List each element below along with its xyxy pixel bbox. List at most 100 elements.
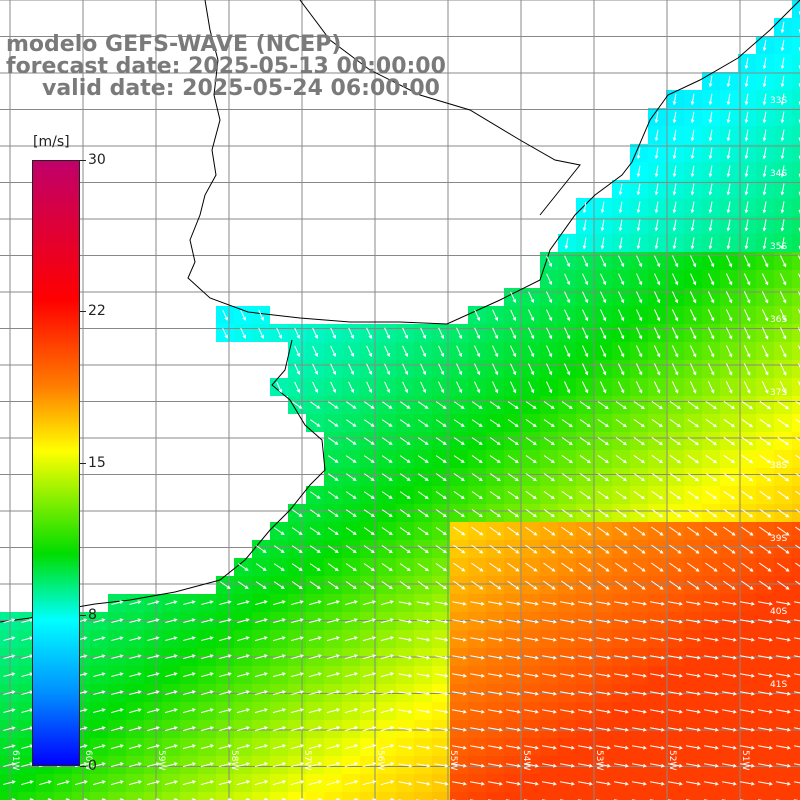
wind-arrow bbox=[111, 690, 124, 695]
wind-arrow bbox=[416, 763, 431, 768]
wind-arrow bbox=[708, 237, 713, 250]
wind-arrow bbox=[344, 762, 359, 768]
wind-arrow bbox=[330, 363, 337, 376]
wind-arrow bbox=[669, 508, 682, 518]
wind-arrow bbox=[528, 327, 535, 340]
wind-cell bbox=[162, 792, 180, 800]
wind-arrow bbox=[326, 762, 341, 768]
wind-arrow bbox=[761, 273, 769, 286]
wind-arrow bbox=[164, 708, 178, 714]
wind-arrow bbox=[327, 491, 339, 500]
wind-arrow bbox=[416, 637, 431, 642]
wind-arrow bbox=[776, 709, 791, 714]
wind-arrow bbox=[420, 327, 427, 340]
wind-arrow bbox=[3, 762, 16, 767]
wind-arrow bbox=[669, 526, 682, 536]
wind-arrow bbox=[434, 745, 449, 750]
wind-arrow bbox=[489, 509, 501, 518]
wind-arrow bbox=[470, 745, 485, 750]
wind-arrow bbox=[93, 618, 106, 623]
wind-arrow bbox=[600, 273, 607, 286]
wind-arrow bbox=[671, 345, 679, 358]
wind-arrow bbox=[254, 654, 268, 660]
wind-arrow bbox=[690, 201, 695, 214]
wind-arrow bbox=[327, 527, 339, 535]
wind-arrow bbox=[326, 672, 341, 678]
wind-arrow bbox=[669, 562, 682, 572]
wind-arrow bbox=[794, 673, 800, 676]
wind-arrow bbox=[312, 345, 318, 357]
wind-arrow bbox=[21, 780, 34, 786]
wind-cell bbox=[720, 792, 738, 800]
wind-arrow bbox=[470, 709, 485, 714]
wind-arrow bbox=[201, 600, 214, 605]
wind-arrow bbox=[654, 273, 661, 286]
wind-cell bbox=[792, 54, 800, 72]
wind-arrow bbox=[507, 562, 520, 572]
wind-arrow bbox=[489, 437, 501, 446]
wind-arrow bbox=[597, 580, 610, 590]
wind-arrow bbox=[723, 508, 736, 518]
wind-arrow bbox=[474, 309, 481, 322]
wind-arrow bbox=[272, 618, 286, 624]
wind-arrow bbox=[740, 745, 755, 750]
wind-arrow bbox=[596, 763, 611, 768]
wind-arrow bbox=[291, 545, 303, 553]
wind-arrow bbox=[600, 255, 607, 268]
wind-arrow bbox=[363, 473, 375, 481]
wind-arrow bbox=[668, 637, 683, 642]
wind-arrow bbox=[326, 708, 341, 714]
wind-arrow bbox=[654, 201, 659, 214]
wind-arrow bbox=[363, 491, 375, 499]
wind-arrow bbox=[348, 327, 354, 339]
wind-arrow bbox=[758, 781, 773, 786]
wind-arrow bbox=[292, 401, 303, 409]
wind-arrow bbox=[744, 183, 749, 196]
wind-arrow bbox=[146, 726, 160, 732]
wind-arrow bbox=[543, 437, 555, 446]
wind-arrow bbox=[795, 472, 800, 477]
wind-arrow bbox=[636, 273, 643, 286]
wind-cell bbox=[792, 540, 800, 558]
wind-arrow bbox=[650, 709, 665, 714]
wind-arrow bbox=[743, 291, 751, 304]
wind-arrow bbox=[579, 508, 592, 518]
wind-arrow bbox=[507, 455, 519, 464]
wind-arrow bbox=[345, 527, 357, 535]
wind-arrow bbox=[561, 544, 574, 554]
wind-arrow bbox=[779, 291, 787, 304]
wind-arrow bbox=[146, 762, 161, 768]
wind-arrow bbox=[524, 691, 539, 696]
wind-arrow bbox=[507, 526, 520, 536]
wind-arrow bbox=[600, 291, 607, 304]
latitude-label: 34S bbox=[770, 169, 788, 179]
colorbar-tick-label: 8 bbox=[88, 607, 97, 623]
wind-arrow bbox=[111, 654, 124, 659]
wind-arrow bbox=[201, 636, 214, 641]
wind-arrow bbox=[507, 473, 519, 482]
wind-arrow bbox=[650, 763, 665, 768]
wind-arrow bbox=[470, 763, 485, 768]
longitude-label: 53W bbox=[594, 750, 604, 771]
wind-arrow bbox=[654, 147, 659, 160]
wind-arrow bbox=[651, 562, 664, 572]
wind-arrow bbox=[312, 327, 318, 339]
wind-arrow bbox=[794, 601, 800, 604]
wind-arrow bbox=[417, 545, 429, 554]
wind-arrow bbox=[723, 418, 736, 428]
wind-arrow bbox=[759, 490, 772, 500]
wind-arrow bbox=[453, 491, 465, 500]
wind-arrow bbox=[669, 490, 682, 500]
wind-arrow bbox=[74, 780, 88, 786]
wind-arrow bbox=[308, 600, 322, 606]
wind-arrow bbox=[560, 691, 575, 696]
wind-arrow bbox=[470, 655, 485, 660]
wind-arrow bbox=[632, 673, 647, 678]
wind-arrow bbox=[632, 763, 647, 768]
wind-arrow bbox=[362, 708, 377, 714]
wind-arrow bbox=[686, 745, 701, 750]
wind-arrow bbox=[237, 581, 249, 589]
wind-cell bbox=[792, 270, 800, 288]
wind-arrow bbox=[366, 345, 373, 358]
wind-arrow bbox=[618, 219, 623, 232]
